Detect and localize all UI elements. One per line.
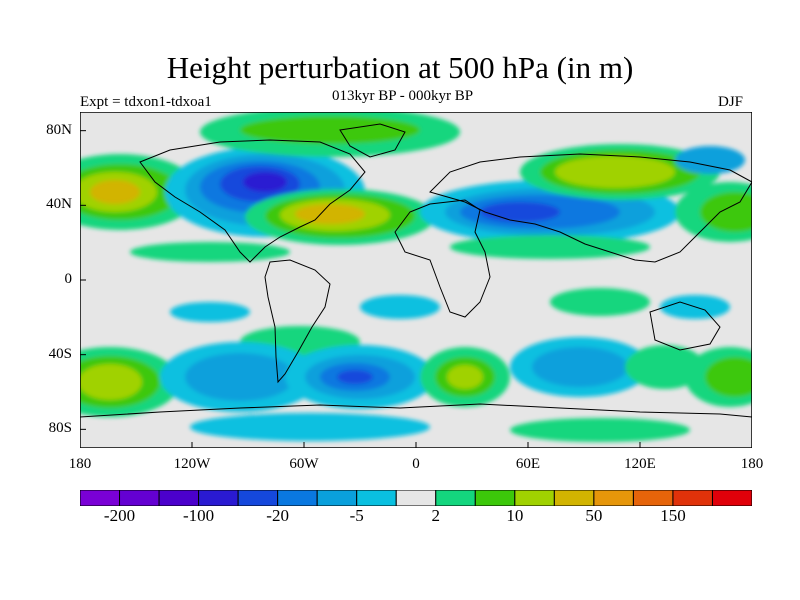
colorbar-swatch — [514, 490, 555, 506]
colorbar-swatch — [553, 490, 595, 506]
colorbar-swatch — [632, 490, 674, 506]
longitude-tick-label: 180 — [68, 456, 92, 472]
colorbar-label: 150 — [660, 506, 686, 525]
colorbar-swatch — [395, 490, 437, 506]
colorbar-swatch — [237, 490, 279, 506]
colorbar-swatch — [198, 490, 239, 506]
colorbar-label: 10 — [506, 506, 524, 525]
contour-fields — [80, 112, 752, 442]
longitude-tick-label: 180 — [740, 456, 764, 472]
latitude-tick-label: 80N — [46, 121, 72, 138]
colorbar-swatch — [435, 490, 476, 506]
colorbar-swatch — [593, 490, 634, 506]
longitude-tick-label: 0 — [412, 456, 420, 472]
colorbar-swatch — [316, 490, 358, 506]
longitude-tick-label: 120W — [173, 456, 211, 472]
colorbar-label: -5 — [349, 506, 364, 525]
season-label: DJF — [718, 94, 744, 110]
colorbar — [80, 490, 752, 506]
colorbar-swatch — [80, 490, 121, 506]
latitude-tick-label: 0 — [64, 271, 73, 287]
colorbar-label: -200 — [103, 506, 136, 525]
latitude-tick-label: 80S — [48, 420, 72, 437]
longitude-tick-label: 120E — [624, 456, 656, 472]
map-title: Height perturbation at 500 hPa (in m) — [166, 50, 634, 85]
colorbar-swatch — [672, 490, 713, 506]
world-map-plot — [80, 112, 752, 448]
axis-ticks — [80, 130, 752, 448]
latitude-tick-label: 40N — [46, 196, 72, 213]
colorbar-label: 2 — [431, 506, 441, 525]
experiment-label: Expt = tdxon1-tdxoa1 — [80, 94, 212, 110]
colorbar-label: -20 — [266, 506, 289, 525]
colorbar-swatch — [356, 490, 397, 506]
coastlines — [80, 123, 752, 418]
colorbar-swatch — [119, 490, 160, 506]
longitude-tick-label: 60W — [289, 456, 319, 472]
colorbar-label: -100 — [182, 506, 215, 525]
longitude-tick-label: 60E — [515, 456, 541, 472]
colorbar-swatch — [474, 490, 516, 506]
colorbar-swatch — [158, 490, 200, 506]
colorbar-label: 50 — [585, 506, 603, 525]
latitude-tick-label: 40S — [48, 345, 72, 362]
period-label: 013kyr BP - 000kyr BP — [332, 88, 474, 104]
colorbar-swatch — [277, 490, 318, 506]
colorbar-swatch — [711, 490, 752, 506]
